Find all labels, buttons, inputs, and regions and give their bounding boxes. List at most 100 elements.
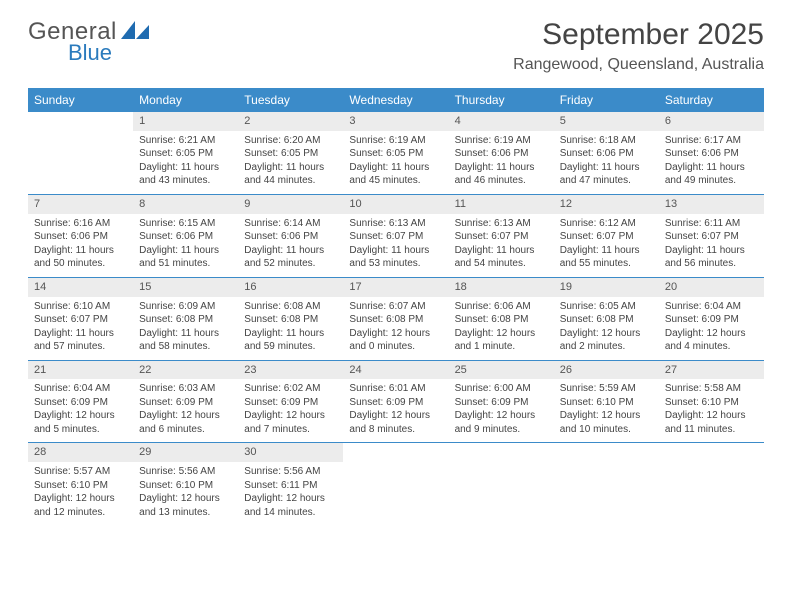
day-number: 5 bbox=[554, 112, 659, 131]
sunset-text: Sunset: 6:05 PM bbox=[244, 147, 337, 161]
daylight-text: Daylight: 11 hours and 49 minutes. bbox=[665, 161, 758, 188]
daylight-text: Daylight: 11 hours and 56 minutes. bbox=[665, 244, 758, 271]
day-body: Sunrise: 6:19 AMSunset: 6:06 PMDaylight:… bbox=[449, 131, 554, 194]
sunset-text: Sunset: 6:06 PM bbox=[139, 230, 232, 244]
day-number bbox=[449, 443, 554, 447]
sunset-text: Sunset: 6:06 PM bbox=[244, 230, 337, 244]
day-body: Sunrise: 6:01 AMSunset: 6:09 PMDaylight:… bbox=[343, 379, 448, 442]
day-body: Sunrise: 6:04 AMSunset: 6:09 PMDaylight:… bbox=[28, 379, 133, 442]
day-number: 27 bbox=[659, 361, 764, 380]
daylight-text: Daylight: 12 hours and 12 minutes. bbox=[34, 492, 127, 519]
day-cell: 11Sunrise: 6:13 AMSunset: 6:07 PMDayligh… bbox=[449, 195, 554, 277]
day-cell: 12Sunrise: 6:12 AMSunset: 6:07 PMDayligh… bbox=[554, 195, 659, 277]
daylight-text: Daylight: 11 hours and 58 minutes. bbox=[139, 327, 232, 354]
day-body: Sunrise: 6:03 AMSunset: 6:09 PMDaylight:… bbox=[133, 379, 238, 442]
day-body: Sunrise: 6:09 AMSunset: 6:08 PMDaylight:… bbox=[133, 297, 238, 360]
day-body: Sunrise: 6:04 AMSunset: 6:09 PMDaylight:… bbox=[659, 297, 764, 360]
sunrise-text: Sunrise: 6:00 AM bbox=[455, 382, 548, 396]
sunrise-text: Sunrise: 6:13 AM bbox=[349, 217, 442, 231]
daylight-text: Daylight: 11 hours and 51 minutes. bbox=[139, 244, 232, 271]
day-number: 9 bbox=[238, 195, 343, 214]
day-cell: 13Sunrise: 6:11 AMSunset: 6:07 PMDayligh… bbox=[659, 195, 764, 277]
day-body: Sunrise: 6:19 AMSunset: 6:05 PMDaylight:… bbox=[343, 131, 448, 194]
day-cell: 17Sunrise: 6:07 AMSunset: 6:08 PMDayligh… bbox=[343, 278, 448, 360]
sunrise-text: Sunrise: 6:04 AM bbox=[34, 382, 127, 396]
sunset-text: Sunset: 6:07 PM bbox=[34, 313, 127, 327]
sunrise-text: Sunrise: 6:17 AM bbox=[665, 134, 758, 148]
location-label: Rangewood, Queensland, Australia bbox=[513, 56, 764, 74]
day-body: Sunrise: 6:12 AMSunset: 6:07 PMDaylight:… bbox=[554, 214, 659, 277]
daylight-text: Daylight: 11 hours and 43 minutes. bbox=[139, 161, 232, 188]
day-cell: 28Sunrise: 5:57 AMSunset: 6:10 PMDayligh… bbox=[28, 443, 133, 525]
daylight-text: Daylight: 11 hours and 46 minutes. bbox=[455, 161, 548, 188]
sunset-text: Sunset: 6:10 PM bbox=[665, 396, 758, 410]
sunset-text: Sunset: 6:07 PM bbox=[560, 230, 653, 244]
day-number: 1 bbox=[133, 112, 238, 131]
day-cell: 10Sunrise: 6:13 AMSunset: 6:07 PMDayligh… bbox=[343, 195, 448, 277]
sunrise-text: Sunrise: 5:59 AM bbox=[560, 382, 653, 396]
day-cell: 7Sunrise: 6:16 AMSunset: 6:06 PMDaylight… bbox=[28, 195, 133, 277]
day-body: Sunrise: 5:56 AMSunset: 6:11 PMDaylight:… bbox=[238, 462, 343, 525]
sunrise-text: Sunrise: 6:03 AM bbox=[139, 382, 232, 396]
day-number: 13 bbox=[659, 195, 764, 214]
sunrise-text: Sunrise: 6:19 AM bbox=[349, 134, 442, 148]
sunset-text: Sunset: 6:10 PM bbox=[139, 479, 232, 493]
day-cell: 2Sunrise: 6:20 AMSunset: 6:05 PMDaylight… bbox=[238, 112, 343, 194]
daylight-text: Daylight: 12 hours and 9 minutes. bbox=[455, 409, 548, 436]
sunrise-text: Sunrise: 6:15 AM bbox=[139, 217, 232, 231]
day-cell: 25Sunrise: 6:00 AMSunset: 6:09 PMDayligh… bbox=[449, 361, 554, 443]
week-row: 28Sunrise: 5:57 AMSunset: 6:10 PMDayligh… bbox=[28, 442, 764, 525]
day-number bbox=[659, 443, 764, 447]
day-body: Sunrise: 6:11 AMSunset: 6:07 PMDaylight:… bbox=[659, 214, 764, 277]
sunset-text: Sunset: 6:08 PM bbox=[455, 313, 548, 327]
sunrise-text: Sunrise: 6:09 AM bbox=[139, 300, 232, 314]
sunset-text: Sunset: 6:06 PM bbox=[455, 147, 548, 161]
dow-header-row: Sunday Monday Tuesday Wednesday Thursday… bbox=[28, 88, 764, 112]
day-cell: 14Sunrise: 6:10 AMSunset: 6:07 PMDayligh… bbox=[28, 278, 133, 360]
daylight-text: Daylight: 12 hours and 5 minutes. bbox=[34, 409, 127, 436]
daylight-text: Daylight: 12 hours and 13 minutes. bbox=[139, 492, 232, 519]
dow-sunday: Sunday bbox=[28, 88, 133, 112]
sunset-text: Sunset: 6:11 PM bbox=[244, 479, 337, 493]
day-number: 3 bbox=[343, 112, 448, 131]
sunrise-text: Sunrise: 5:56 AM bbox=[139, 465, 232, 479]
sunrise-text: Sunrise: 5:56 AM bbox=[244, 465, 337, 479]
sunset-text: Sunset: 6:09 PM bbox=[665, 313, 758, 327]
day-number: 28 bbox=[28, 443, 133, 462]
daylight-text: Daylight: 11 hours and 52 minutes. bbox=[244, 244, 337, 271]
daylight-text: Daylight: 12 hours and 8 minutes. bbox=[349, 409, 442, 436]
sunset-text: Sunset: 6:05 PM bbox=[349, 147, 442, 161]
sunset-text: Sunset: 6:06 PM bbox=[560, 147, 653, 161]
sunrise-text: Sunrise: 6:05 AM bbox=[560, 300, 653, 314]
sunrise-text: Sunrise: 6:21 AM bbox=[139, 134, 232, 148]
sunrise-text: Sunrise: 6:20 AM bbox=[244, 134, 337, 148]
day-cell: 20Sunrise: 6:04 AMSunset: 6:09 PMDayligh… bbox=[659, 278, 764, 360]
sunrise-text: Sunrise: 6:12 AM bbox=[560, 217, 653, 231]
daylight-text: Daylight: 12 hours and 11 minutes. bbox=[665, 409, 758, 436]
day-cell: 27Sunrise: 5:58 AMSunset: 6:10 PMDayligh… bbox=[659, 361, 764, 443]
day-cell: 21Sunrise: 6:04 AMSunset: 6:09 PMDayligh… bbox=[28, 361, 133, 443]
day-body: Sunrise: 5:58 AMSunset: 6:10 PMDaylight:… bbox=[659, 379, 764, 442]
daylight-text: Daylight: 12 hours and 0 minutes. bbox=[349, 327, 442, 354]
sunset-text: Sunset: 6:10 PM bbox=[560, 396, 653, 410]
day-body: Sunrise: 6:20 AMSunset: 6:05 PMDaylight:… bbox=[238, 131, 343, 194]
daylight-text: Daylight: 11 hours and 53 minutes. bbox=[349, 244, 442, 271]
dow-thursday: Thursday bbox=[449, 88, 554, 112]
sunset-text: Sunset: 6:07 PM bbox=[665, 230, 758, 244]
daylight-text: Daylight: 12 hours and 7 minutes. bbox=[244, 409, 337, 436]
week-row: 1 Sunrise: 6:21 AM Sunset: 6:05 PM Daylight… bbox=[28, 112, 764, 194]
day-number: 30 bbox=[238, 443, 343, 462]
day-body: Sunrise: 6:05 AMSunset: 6:08 PMDaylight:… bbox=[554, 297, 659, 360]
sunrise-text: Sunrise: 6:14 AM bbox=[244, 217, 337, 231]
sunrise-text: Sunrise: 6:02 AM bbox=[244, 382, 337, 396]
daylight-text: Daylight: 11 hours and 50 minutes. bbox=[34, 244, 127, 271]
dow-tuesday: Tuesday bbox=[238, 88, 343, 112]
sunrise-text: Sunrise: 5:57 AM bbox=[34, 465, 127, 479]
daylight-text: Daylight: 12 hours and 2 minutes. bbox=[560, 327, 653, 354]
day-number: 17 bbox=[343, 278, 448, 297]
sunrise-text: Sunrise: 6:18 AM bbox=[560, 134, 653, 148]
day-number: 11 bbox=[449, 195, 554, 214]
sunrise-text: Sunrise: 6:11 AM bbox=[665, 217, 758, 231]
day-number: 12 bbox=[554, 195, 659, 214]
day-body: Sunrise: 6:13 AMSunset: 6:07 PMDaylight:… bbox=[449, 214, 554, 277]
